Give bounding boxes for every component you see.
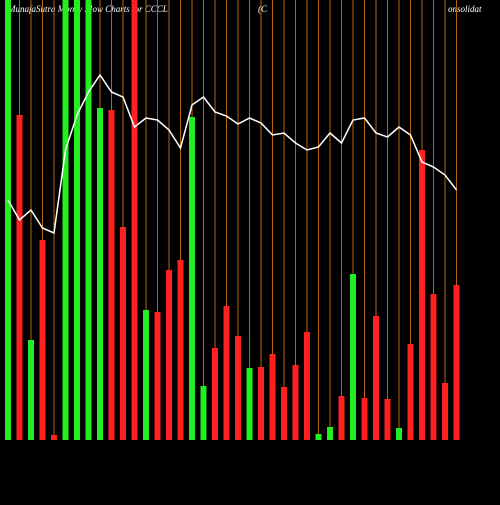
bar	[269, 354, 276, 440]
bar	[143, 310, 149, 440]
bar	[74, 0, 80, 440]
bar	[350, 274, 356, 440]
bar	[51, 435, 57, 440]
bar	[292, 365, 299, 440]
bar	[246, 368, 253, 440]
bar	[281, 387, 287, 440]
bar	[407, 344, 414, 440]
chart-title-part: onsolidat	[448, 4, 482, 14]
bar	[28, 340, 34, 440]
bar	[304, 332, 310, 440]
bar	[315, 434, 322, 440]
bar	[338, 396, 345, 440]
bar	[442, 383, 448, 440]
bar	[154, 312, 161, 440]
bar	[373, 316, 379, 440]
bar	[166, 270, 172, 440]
bar	[177, 260, 184, 440]
bar	[189, 117, 195, 440]
bar	[327, 427, 333, 440]
bar	[212, 348, 218, 440]
bar	[419, 150, 425, 440]
bar	[108, 110, 115, 440]
bar	[361, 398, 368, 440]
bar	[5, 0, 11, 440]
bar	[120, 227, 126, 440]
bar	[39, 240, 46, 440]
bar	[131, 0, 138, 440]
bar	[200, 386, 207, 440]
bar	[223, 306, 230, 440]
chart-title-part: (C	[258, 4, 268, 14]
price-line	[7, 73, 458, 235]
bar	[97, 108, 103, 440]
bar	[396, 428, 402, 440]
bar	[85, 0, 92, 440]
bar	[384, 399, 391, 440]
bar	[235, 336, 241, 440]
bar	[62, 0, 69, 440]
bar	[16, 115, 23, 440]
bar	[258, 367, 264, 440]
bar	[453, 285, 460, 440]
bar	[430, 294, 437, 440]
